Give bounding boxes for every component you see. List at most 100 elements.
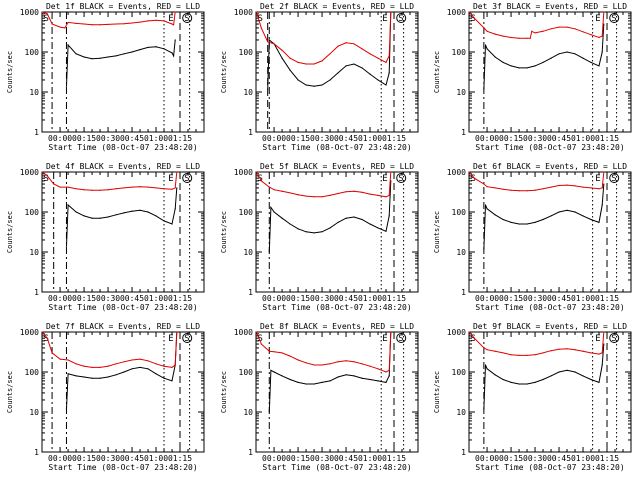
lld-data-point [526, 190, 528, 192]
events-data-point [123, 212, 125, 214]
x-tick-label: 00:45 [334, 294, 358, 303]
lld-data-point [131, 22, 133, 24]
lld-data-point [468, 171, 471, 173]
lld-data-point [75, 363, 77, 365]
lld-data-point [321, 364, 323, 366]
events-data-point [345, 65, 347, 67]
lld-data-point [67, 21, 69, 23]
lld-data-point [550, 186, 552, 188]
y-axis-label: Counts/sec [6, 211, 14, 253]
events-data-point [321, 231, 323, 233]
lld-data-point [147, 360, 149, 362]
y-tick-label: 10 [29, 408, 39, 417]
lld-data-point [173, 24, 175, 26]
panel-title: Det 5f BLACK = Events, RED = LLD [260, 162, 414, 171]
x-axis-label: Start Time (08-Oct-07 23:48:20) [262, 303, 411, 312]
y-tick-label: 1000 [447, 8, 466, 17]
events-data-point [483, 88, 485, 90]
plot-frame [255, 171, 419, 293]
events-series-line [483, 23, 605, 89]
events-data-point [353, 63, 355, 65]
series-group [468, 331, 605, 410]
series-group [468, 171, 605, 250]
events-data-point [67, 44, 69, 46]
lld-data-point [75, 188, 77, 190]
marker-label: E [168, 174, 173, 184]
events-data-point [123, 371, 125, 373]
lld-data-point [361, 48, 363, 50]
events-data-point [297, 381, 299, 383]
lld-data-point [115, 188, 117, 190]
lld-data-point [361, 363, 363, 365]
series-group [255, 11, 392, 90]
x-tick-label: 01:15 [595, 294, 619, 303]
lld-data-point [558, 348, 560, 350]
events-data-point [369, 223, 371, 225]
events-data-point [494, 374, 496, 376]
marker-label: S [470, 334, 475, 344]
lld-data-point [526, 354, 528, 357]
x-tick-label: 00:30 [523, 294, 547, 303]
y-tick-label: 1 [248, 128, 253, 137]
events-data-point [305, 383, 307, 385]
lld-data-point [353, 361, 355, 363]
lld-data-point [390, 11, 392, 13]
lld-data-point [163, 365, 165, 367]
events-data-point [582, 215, 584, 217]
lld-data-point [171, 23, 173, 25]
marker-label: S [470, 174, 475, 184]
marker-label: S [398, 174, 403, 184]
y-axis-label: Counts/sec [220, 371, 228, 413]
x-tick-label: 01:00 [571, 454, 595, 463]
events-series-line [267, 11, 392, 89]
panel-title: Det 7f BLACK = Events, RED = LLD [46, 322, 200, 331]
lld-data-point [297, 359, 299, 361]
y-tick-label: 1000 [20, 328, 39, 337]
events-data-point [65, 408, 68, 410]
lld-data-point [590, 187, 592, 189]
lld-data-point [305, 63, 307, 65]
lld-data-point [53, 183, 55, 185]
events-data-point [486, 368, 488, 370]
x-tick-label: 01:15 [595, 134, 619, 143]
x-tick-label: 00:15 [286, 454, 310, 463]
lld-data-point [542, 352, 544, 354]
events-data-point [542, 218, 544, 221]
marker-label: S [470, 14, 475, 24]
lld-data-point [281, 49, 283, 51]
events-data-point [566, 369, 568, 371]
x-tick-label: 00:45 [120, 134, 144, 143]
events-data-point [598, 221, 600, 223]
lld-data-point [574, 28, 576, 30]
events-data-point [345, 217, 347, 219]
lld-data-point [550, 350, 552, 352]
events-data-point [281, 217, 283, 219]
marker-label: S [257, 14, 262, 24]
lld-data-point [603, 11, 605, 13]
x-tick-label: 00:45 [120, 454, 144, 463]
events-data-point [139, 48, 141, 51]
lld-data-point [369, 365, 371, 367]
plot-frame [41, 11, 205, 133]
panel-title: Det 3f BLACK = Events, RED = LLD [473, 2, 627, 11]
lld-data-point [329, 363, 331, 365]
lld-data-point [131, 359, 133, 361]
lld-data-point [390, 171, 392, 173]
events-data-point [155, 215, 157, 217]
y-tick-label: 1 [461, 448, 466, 457]
lld-data-point [361, 191, 363, 193]
lld-data-point [255, 171, 258, 173]
lld-data-point [171, 188, 173, 190]
lld-data-point [268, 350, 270, 352]
lld-data-point [91, 366, 93, 369]
events-data-point [353, 216, 355, 218]
events-data-point [388, 375, 390, 377]
series-group [255, 171, 392, 253]
lld-data-point [534, 189, 536, 191]
lld-data-point [255, 331, 258, 333]
lld-data-point [601, 187, 603, 189]
events-data-point [270, 369, 272, 371]
lld-data-point [155, 19, 157, 21]
x-tick-label: 01:00 [571, 134, 595, 143]
events-data-point [494, 214, 496, 216]
